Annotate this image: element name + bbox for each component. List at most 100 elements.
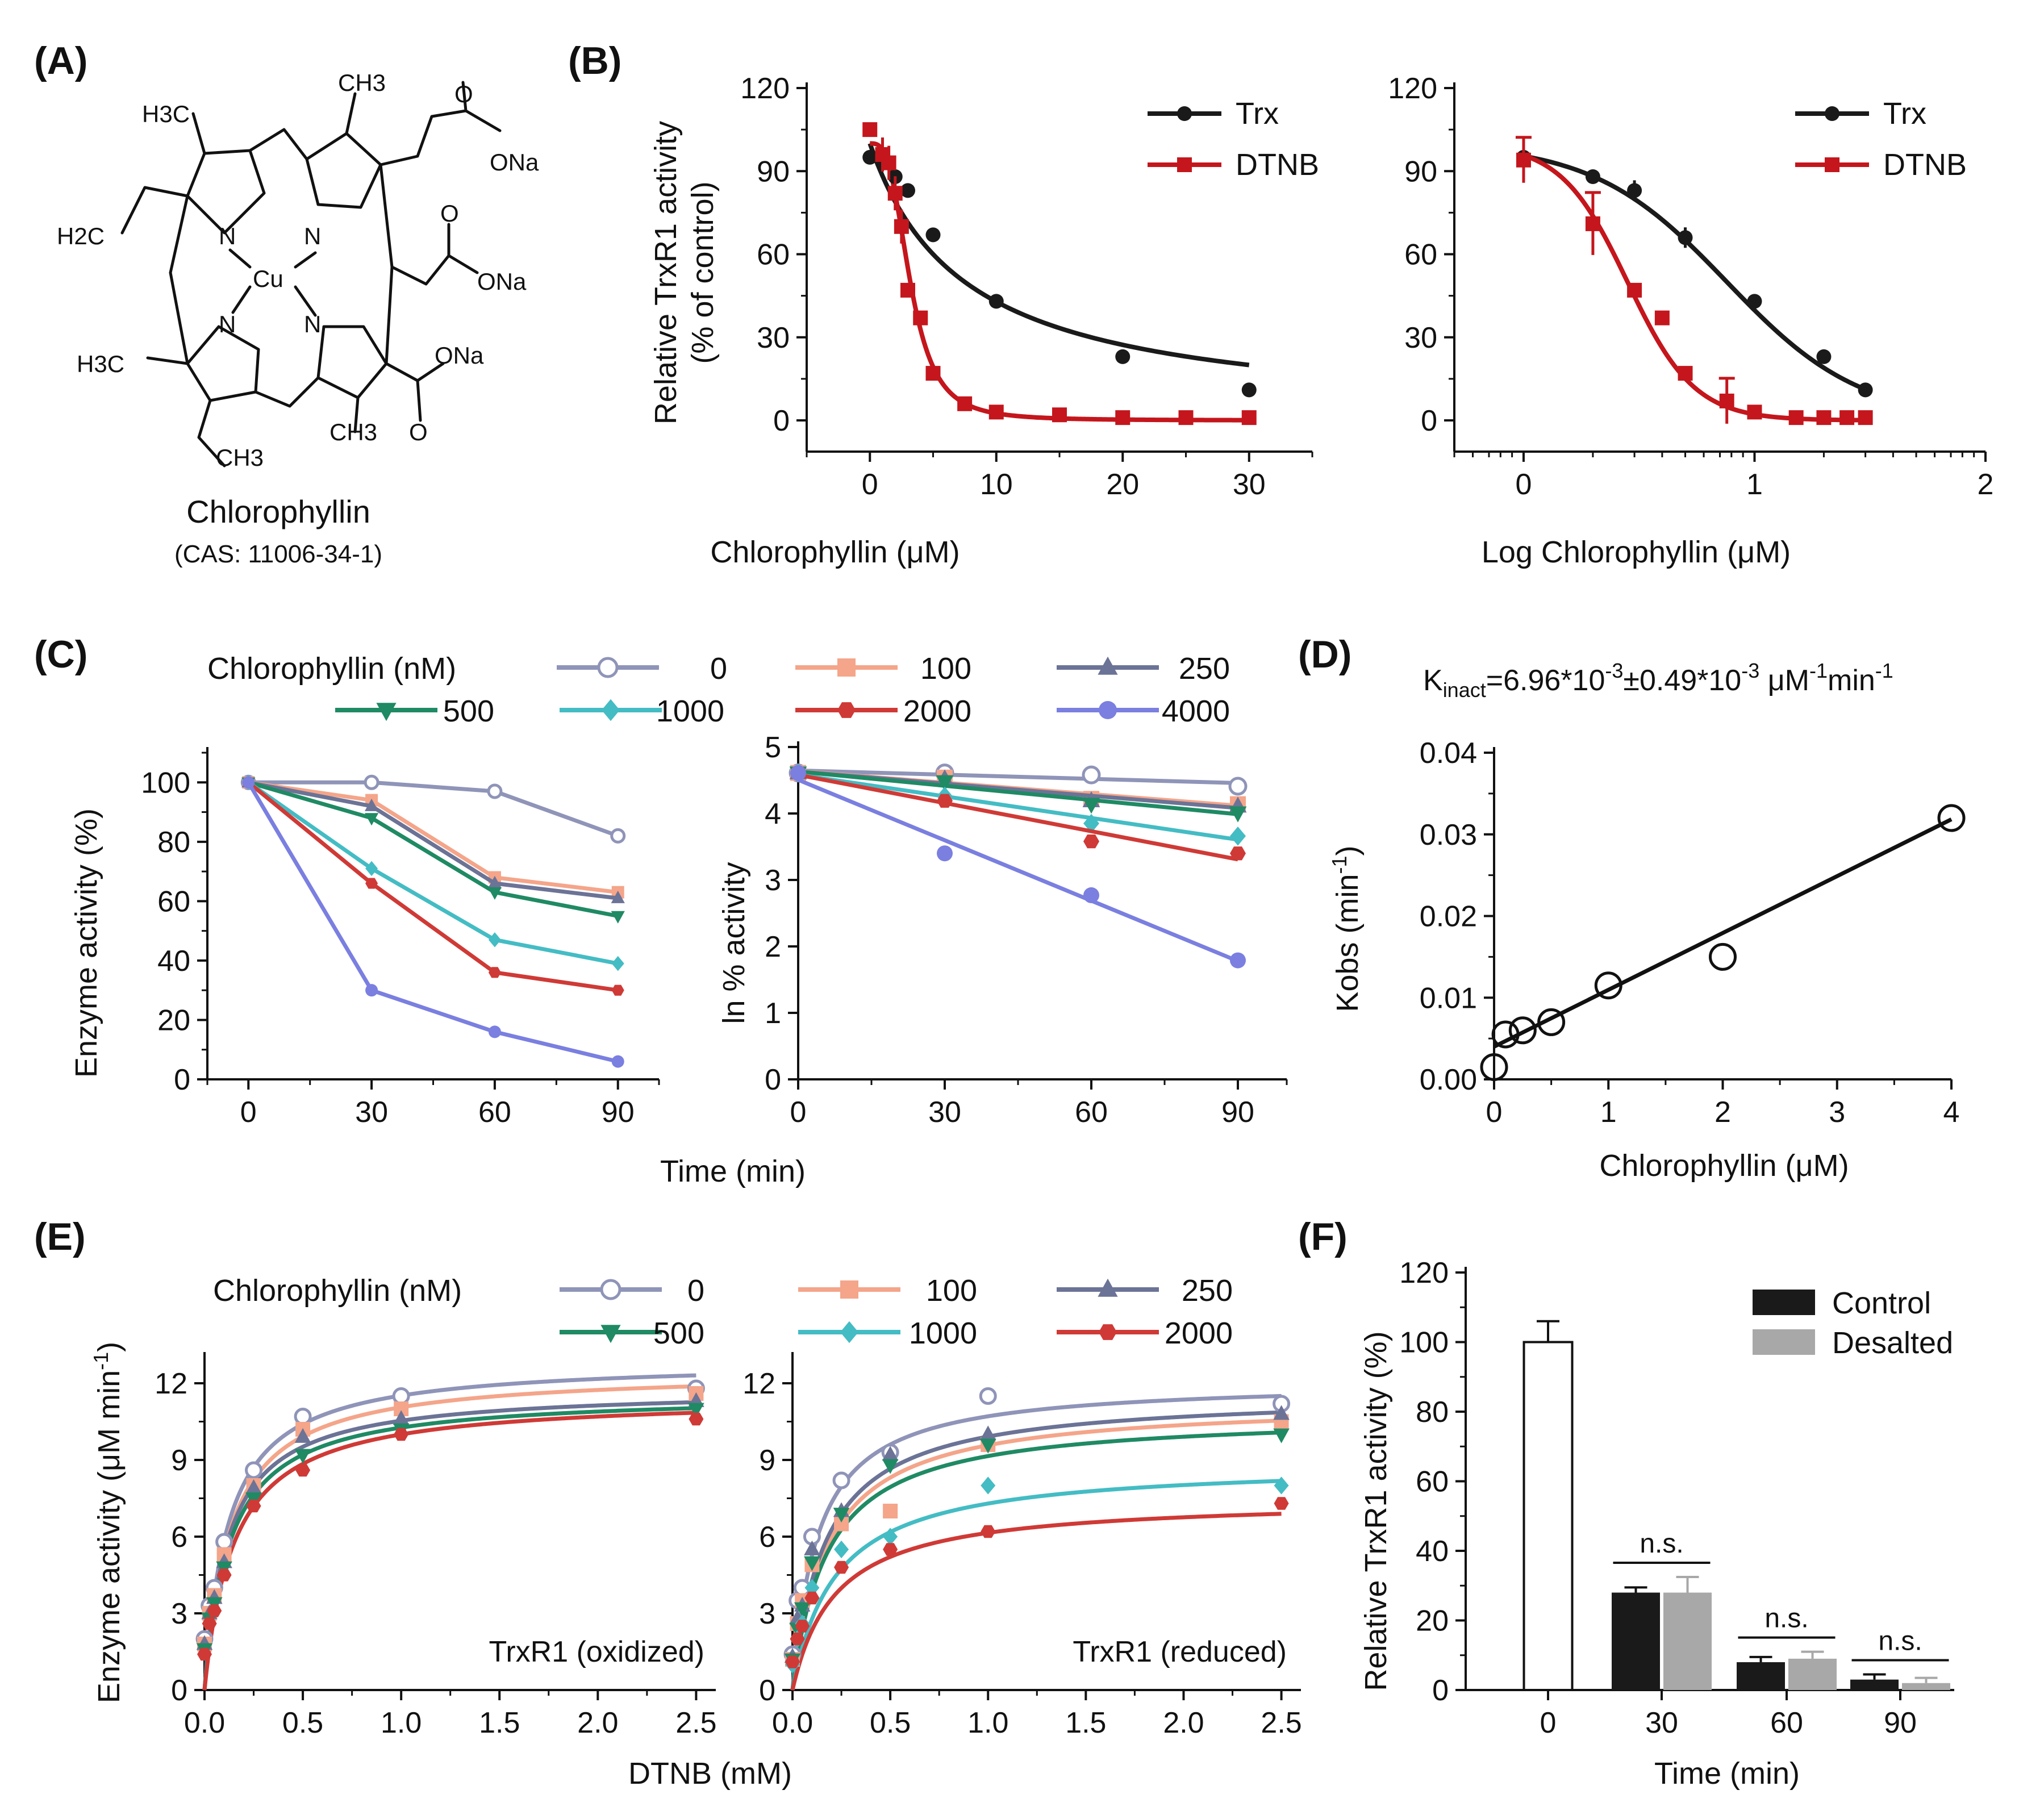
c-left-point bbox=[487, 887, 502, 900]
y-tick-label: 0 bbox=[1432, 1674, 1449, 1707]
e-fit-line bbox=[790, 1512, 1282, 1691]
y-tick-label: 0 bbox=[773, 404, 790, 437]
f-marks: n.s. n.s. n.s. bbox=[1522, 1320, 1950, 1691]
e-right-annotation: TrxR1 (reduced) bbox=[1073, 1635, 1287, 1668]
c-legend-marker bbox=[837, 702, 856, 718]
y-tick-label: 9 bbox=[759, 1444, 775, 1477]
legend-marker-dtnb bbox=[1825, 157, 1839, 172]
b-right-axes bbox=[1444, 82, 1987, 462]
dtnb-point bbox=[1678, 366, 1693, 381]
e-point bbox=[202, 1617, 217, 1630]
trx-point bbox=[988, 294, 1004, 309]
trx-point bbox=[1678, 230, 1693, 245]
b-right-tick-labels: 0 30 60 90 120 0 1 2 bbox=[1388, 72, 1993, 501]
y-tick-label: 60 bbox=[1416, 1466, 1449, 1499]
atom-label: N bbox=[219, 223, 236, 249]
c-left-ylabel: Enzyme activity (%) bbox=[69, 808, 103, 1078]
c-left-series-line bbox=[248, 780, 619, 918]
c-left-point bbox=[611, 911, 625, 924]
y-tick-label: 12 bbox=[155, 1367, 187, 1400]
e-point bbox=[981, 1476, 996, 1495]
trx-point bbox=[1115, 349, 1131, 364]
y-tick-label: 120 bbox=[740, 72, 790, 105]
c-legend-label: 1000 bbox=[656, 694, 724, 728]
y-tick-label: 3 bbox=[765, 864, 781, 897]
c-left-series-line bbox=[247, 781, 619, 1064]
x-tick-label: 2 bbox=[1978, 468, 1994, 501]
y-tick-label: 3 bbox=[759, 1597, 775, 1630]
e-point bbox=[197, 1647, 212, 1661]
e-point bbox=[979, 1387, 997, 1405]
c-left-axes bbox=[197, 747, 660, 1090]
e-point bbox=[794, 1602, 811, 1617]
c-right-point bbox=[1082, 798, 1100, 814]
e-legend-marker bbox=[1099, 1324, 1117, 1340]
c-left-point bbox=[487, 875, 502, 888]
x-tick-label: 10 bbox=[980, 468, 1013, 501]
legend-label-dtnb: DTNB bbox=[1236, 148, 1319, 182]
y-tick-label: 60 bbox=[1404, 239, 1437, 272]
c-right-point bbox=[1082, 765, 1101, 785]
e-point bbox=[1274, 1497, 1289, 1510]
dtnb-point bbox=[1654, 310, 1670, 326]
trx-point bbox=[1585, 169, 1600, 184]
atom-label: O bbox=[409, 419, 428, 445]
dtnb-point bbox=[881, 155, 896, 170]
c-right-point bbox=[1083, 835, 1099, 849]
x-tick-label: 1 bbox=[1746, 468, 1763, 501]
x-tick-label: 1.5 bbox=[479, 1706, 520, 1739]
f-bar-control bbox=[1522, 1341, 1574, 1691]
legend-label-trx: Trx bbox=[1883, 97, 1926, 131]
d-point bbox=[1480, 1053, 1508, 1081]
dtnb-point bbox=[1627, 282, 1642, 298]
c-left-point bbox=[611, 984, 624, 996]
chlorophyllin-structure bbox=[120, 81, 502, 468]
x-tick-label: 1.0 bbox=[381, 1706, 422, 1739]
x-tick-label: 2.0 bbox=[1163, 1706, 1204, 1739]
dtnb-point bbox=[925, 366, 941, 381]
c-legend: Chlorophyllin (nM) 0 100 250 500 1000 2000 400… bbox=[207, 652, 1230, 728]
legend-swatch-control bbox=[1753, 1290, 1815, 1315]
dtnb-point bbox=[1585, 216, 1600, 231]
x-tick-label: 4 bbox=[1943, 1096, 1960, 1129]
e-point bbox=[804, 1556, 820, 1571]
e-point bbox=[1273, 1405, 1290, 1420]
c-right-point bbox=[936, 775, 954, 791]
c-left-point bbox=[611, 956, 624, 971]
atom-label: N bbox=[219, 311, 236, 337]
e-left-annotation: TrxR1 (oxidized) bbox=[489, 1635, 705, 1668]
c-legend-label: 100 bbox=[920, 652, 971, 686]
atom-label: N bbox=[304, 223, 321, 249]
trx-point bbox=[862, 149, 878, 165]
dtnb-point bbox=[1788, 410, 1804, 425]
trx-point bbox=[900, 183, 915, 198]
f-bar-desalted bbox=[1663, 1592, 1712, 1690]
e-point bbox=[833, 1508, 850, 1523]
atom-label: O bbox=[454, 81, 473, 107]
c-left-point bbox=[487, 783, 503, 799]
c-right-axes bbox=[788, 741, 1288, 1090]
trx-point bbox=[1241, 382, 1257, 398]
e-legend-marker bbox=[840, 1321, 858, 1343]
panel-label-b: (B) bbox=[568, 39, 621, 82]
x-tick-label: 2.5 bbox=[675, 1706, 716, 1739]
y-tick-label: 40 bbox=[157, 945, 190, 978]
e-fit-line bbox=[202, 1400, 696, 1691]
atom-label: CH3 bbox=[216, 444, 264, 471]
y-tick-label: 0 bbox=[174, 1063, 190, 1096]
legend-marker-trx bbox=[1177, 106, 1192, 121]
e-legend-marker bbox=[1098, 1278, 1118, 1297]
d-xlabel: Chlorophyllin (μM) bbox=[1599, 1149, 1849, 1183]
d-ylabel: Kobs (min-1) bbox=[1328, 845, 1365, 1012]
e-point bbox=[245, 1479, 262, 1494]
e-point bbox=[804, 1540, 820, 1555]
panel-b-right: 0 30 60 90 120 0 1 2 Log Chlorophyllin (μM) Trx… bbox=[1388, 72, 1993, 569]
x-tick-label: 0 bbox=[1540, 1706, 1557, 1739]
c-xlabel: Time (min) bbox=[660, 1154, 806, 1188]
y-tick-label: 6 bbox=[171, 1521, 187, 1554]
e-legend-marker bbox=[600, 1279, 621, 1300]
b-left-legend: Trx DTNB bbox=[1148, 97, 1319, 182]
e-legend-marker bbox=[600, 1325, 621, 1343]
e-legend-marker bbox=[840, 1280, 858, 1299]
e-legend-label: 100 bbox=[926, 1274, 977, 1308]
